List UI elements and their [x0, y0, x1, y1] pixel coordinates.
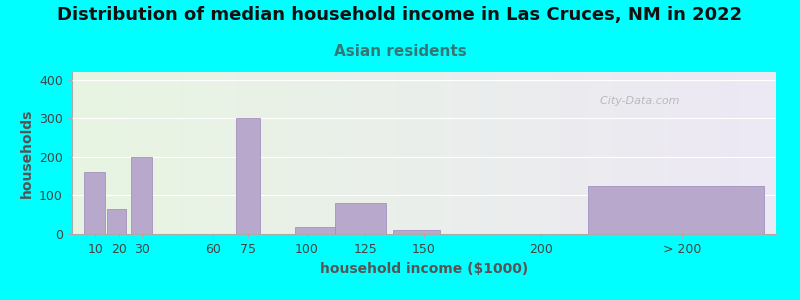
Y-axis label: households: households: [19, 108, 34, 198]
Text: Asian residents: Asian residents: [334, 44, 466, 59]
X-axis label: household income ($1000): household income ($1000): [320, 262, 528, 276]
Bar: [295, 227, 337, 234]
Text: Distribution of median household income in Las Cruces, NM in 2022: Distribution of median household income …: [58, 6, 742, 24]
Bar: [236, 118, 260, 234]
Bar: [335, 203, 386, 234]
Bar: [394, 230, 441, 234]
Bar: [130, 157, 152, 234]
Bar: [84, 172, 105, 234]
Text: City-Data.com: City-Data.com: [593, 96, 679, 106]
Bar: [107, 209, 126, 234]
Bar: [588, 186, 764, 234]
